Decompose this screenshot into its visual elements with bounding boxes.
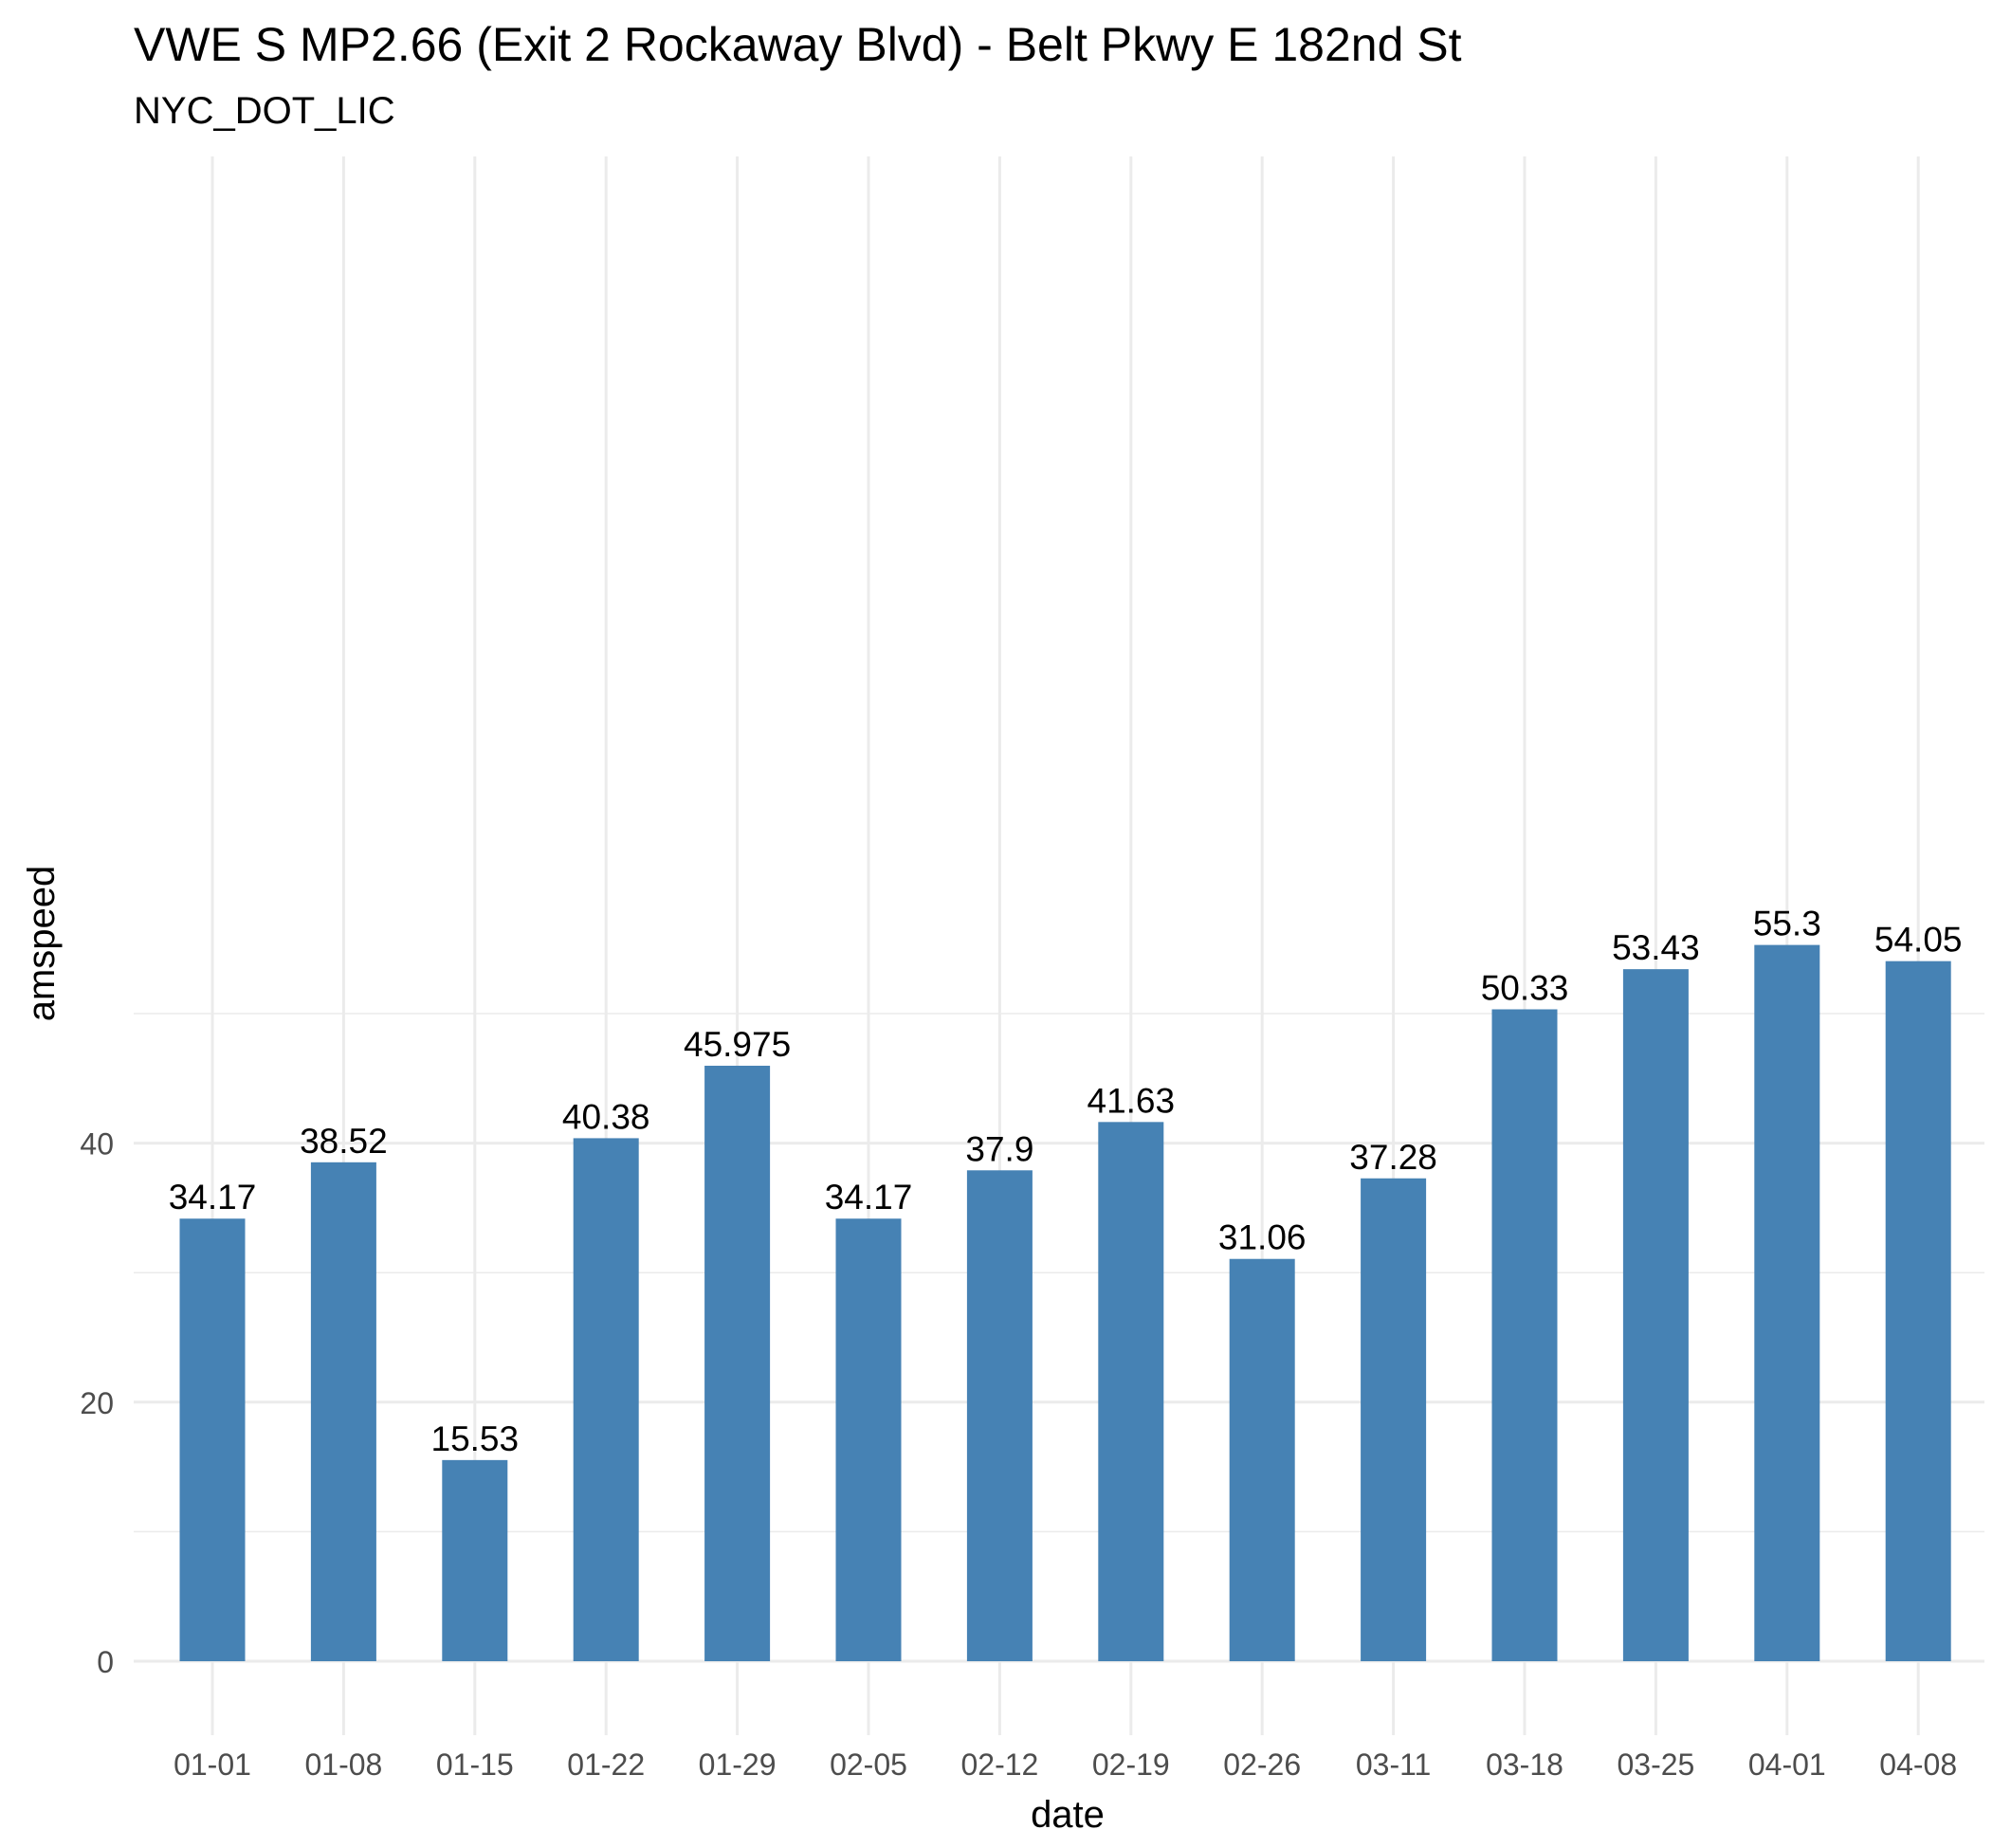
minor-gridlines: [134, 1013, 1984, 1533]
bar-value-label: 38.52: [300, 1122, 388, 1161]
chart-subtitle: NYC_DOT_LIC: [134, 90, 395, 132]
x-tick-label: 03-11: [1356, 1747, 1431, 1782]
x-tick-label: 01-22: [567, 1747, 645, 1782]
y-tick-label: 20: [80, 1386, 114, 1420]
bar: [1885, 961, 1951, 1661]
x-tick-label: 02-26: [1223, 1747, 1301, 1782]
chart-title: VWE S MP2.66 (Exit 2 Rockaway Blvd) - Be…: [134, 18, 1462, 71]
x-tick-label: 01-15: [436, 1747, 514, 1782]
x-tick-label: 04-01: [1748, 1747, 1826, 1782]
bar-value-label: 45.975: [684, 1025, 791, 1064]
bar: [1754, 944, 1820, 1661]
bar-value-label: 15.53: [431, 1419, 520, 1458]
bar-value-label: 55.3: [1753, 905, 1821, 943]
y-tick-label: 40: [80, 1127, 114, 1162]
bar-value-label: 34.17: [825, 1178, 913, 1217]
bar: [704, 1065, 771, 1661]
bar-value-label: 41.63: [1088, 1081, 1176, 1120]
bar: [573, 1138, 639, 1661]
bar: [442, 1459, 508, 1661]
bar: [1361, 1178, 1427, 1661]
bar-value-label: 34.17: [169, 1178, 257, 1217]
bar: [1098, 1122, 1164, 1661]
y-axis-tick-labels: 0 20 40: [80, 1127, 114, 1679]
x-tick-label: 03-25: [1617, 1747, 1694, 1782]
bar: [1622, 969, 1689, 1661]
value-labels: 34.17 38.52 15.53 40.38 45.975 34.17 37.9 41.63…: [169, 905, 1963, 1458]
x-tick-label: 02-19: [1092, 1747, 1170, 1782]
bar: [1491, 1009, 1558, 1661]
x-tick-label: 04-08: [1879, 1747, 1957, 1782]
bar: [310, 1162, 376, 1661]
bars: [179, 944, 1951, 1661]
x-tick-label: 01-08: [304, 1747, 382, 1782]
bar-value-label: 54.05: [1874, 921, 1963, 960]
x-axis-title: date: [1031, 1794, 1105, 1836]
x-tick-label: 03-18: [1486, 1747, 1563, 1782]
bar-value-label: 40.38: [562, 1097, 650, 1136]
x-tick-label: 02-05: [830, 1747, 907, 1782]
x-tick-label: 01-01: [174, 1747, 251, 1782]
bar: [179, 1218, 246, 1661]
major-gridlines: [134, 156, 1984, 1735]
bar: [835, 1218, 902, 1661]
bar-value-label: 37.9: [965, 1129, 1033, 1168]
x-tick-label: 02-12: [960, 1747, 1038, 1782]
x-tick-label: 01-29: [699, 1747, 777, 1782]
bar-value-label: 53.43: [1612, 928, 1700, 967]
bar-value-label: 37.28: [1349, 1138, 1437, 1177]
y-axis-title: amspeed: [21, 866, 63, 1022]
x-axis-tick-labels: 01-01 01-08 01-15 01-22 01-29 02-05 02-12 02-19…: [174, 1747, 1957, 1782]
y-tick-label: 0: [97, 1645, 114, 1679]
bar-value-label: 31.06: [1218, 1218, 1307, 1257]
bar-value-label: 50.33: [1481, 968, 1569, 1007]
bar: [966, 1170, 1033, 1661]
bar: [1229, 1258, 1295, 1661]
